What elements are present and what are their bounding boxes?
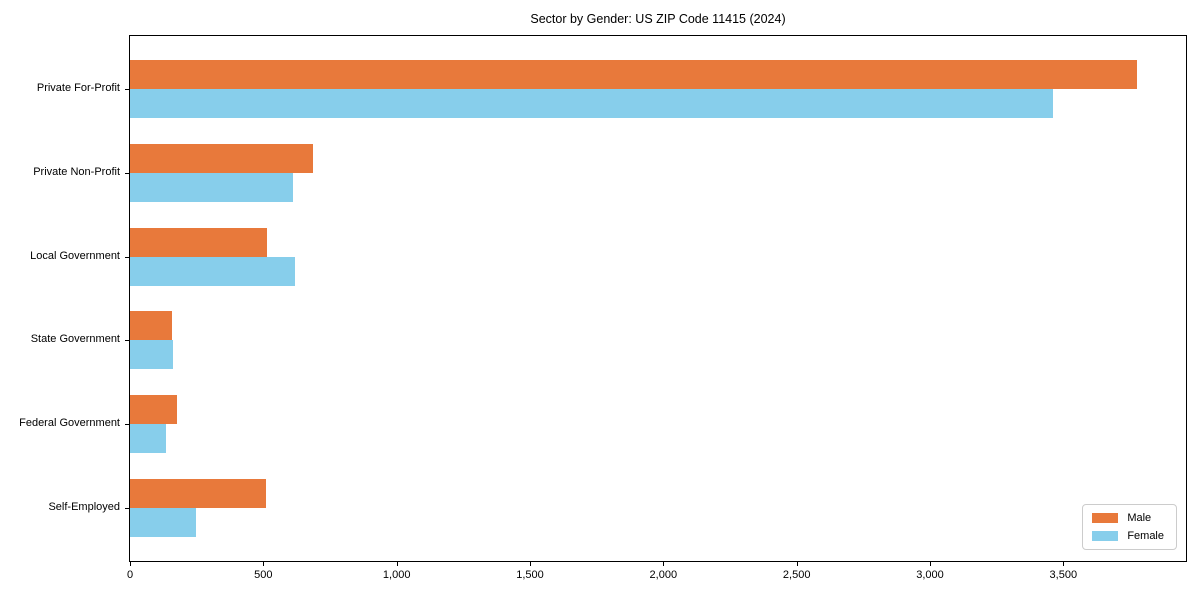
bar-male-0 — [130, 60, 1137, 90]
legend-label-male: Male — [1127, 512, 1152, 524]
x-axis-tick — [263, 562, 265, 566]
plot-area — [129, 35, 1187, 562]
x-axis-tick — [930, 562, 931, 566]
y-axis-tick — [125, 172, 129, 174]
y-axis-tick — [125, 507, 129, 509]
y-axis-category-label: Federal Government — [19, 417, 120, 430]
y-axis-category-label: Self-Employed — [48, 500, 120, 513]
y-axis-category-label: State Government — [30, 333, 120, 346]
x-axis-tick-label: 2,500 — [782, 569, 811, 581]
bar-female-5 — [130, 507, 197, 537]
y-axis-tick — [125, 340, 129, 342]
legend-swatch-male-icon — [1092, 513, 1119, 523]
bar-male-5 — [130, 478, 266, 508]
bar-female-4 — [130, 424, 166, 454]
y-axis-category-label: Private For-Profit — [36, 82, 120, 95]
x-axis-tick — [130, 562, 131, 566]
bar-male-3 — [130, 311, 173, 341]
y-axis-tick — [125, 424, 129, 426]
x-axis-tick-label: 1,000 — [382, 569, 411, 581]
bar-male-1 — [130, 143, 313, 173]
x-axis-tick — [396, 562, 398, 566]
y-axis-category-label: Local Government — [30, 249, 120, 262]
bar-female-0 — [130, 89, 1053, 119]
legend-swatch-female-icon — [1092, 531, 1119, 541]
bar-male-4 — [130, 395, 178, 425]
x-axis-tick — [1063, 562, 1065, 566]
legend-item-male: Male — [1092, 512, 1164, 524]
x-axis-tick-label: 3,500 — [1049, 569, 1078, 581]
x-axis-tick-label: 1,500 — [516, 569, 544, 581]
bar-female-3 — [130, 340, 174, 370]
x-axis-tick-label: 500 — [254, 569, 273, 581]
y-axis-tick — [125, 256, 129, 258]
bar-female-2 — [130, 256, 296, 286]
x-axis-tick-label: 3,000 — [916, 569, 944, 581]
x-axis-tick — [530, 562, 531, 566]
x-axis-tick — [796, 562, 798, 566]
bar-male-2 — [130, 227, 267, 257]
x-axis-tick-label: 0 — [126, 569, 134, 581]
x-axis-tick — [663, 562, 665, 566]
legend-label-female: Female — [1127, 530, 1164, 542]
x-axis-tick-label: 2,000 — [649, 569, 678, 581]
y-axis-category-label: Private Non-Profit — [33, 165, 120, 178]
y-axis-tick — [125, 89, 129, 91]
legend: Male Female — [1082, 504, 1177, 550]
bar-female-1 — [130, 172, 293, 202]
chart-title: Sector by Gender: US ZIP Code 11415 (202… — [530, 12, 786, 26]
legend-item-female: Female — [1092, 530, 1164, 542]
